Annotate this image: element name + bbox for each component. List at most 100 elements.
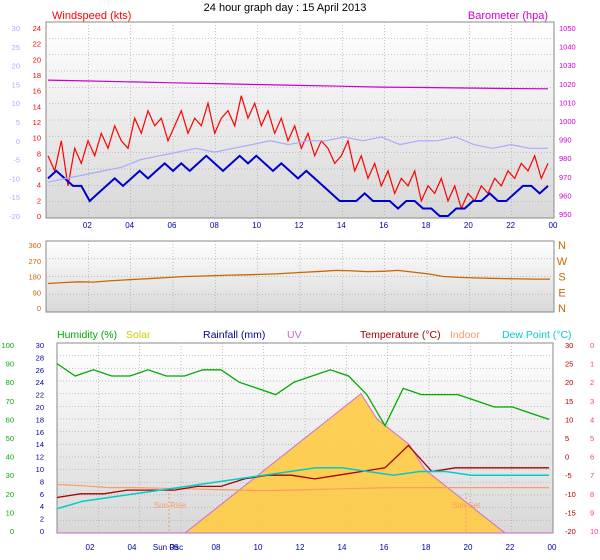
- wind-y-tick-label: 22: [33, 40, 41, 49]
- rain-y-tick-label: 4: [40, 502, 44, 511]
- uv-y-tick-label: 7: [590, 471, 594, 480]
- rain-y-tick-label: 0: [40, 527, 44, 536]
- wind-x-tick-label: 20: [464, 221, 473, 230]
- temp-outer-y-tick-label: 25: [12, 43, 20, 52]
- temp-outer-y-tick-label: -5: [13, 156, 20, 165]
- winddir-y-tick-label: 360: [28, 241, 41, 250]
- dewpoint-series: [56, 467, 549, 510]
- temp-right-y-tick-label: -20: [565, 527, 576, 536]
- wind-y-tick-label: 6: [37, 165, 41, 174]
- temp-outer-y-tick-label: 15: [12, 80, 20, 89]
- temp-legend-label: Rainfall (mm): [203, 329, 265, 341]
- wind-x-tick-label: 02: [83, 221, 92, 230]
- rain-y-tick-label: 12: [36, 453, 44, 462]
- wind-y-tick-label: 12: [33, 118, 41, 127]
- temp-outer-y-tick-label: -15: [9, 193, 20, 202]
- rain-y-tick-label: 24: [36, 378, 44, 387]
- wind-y-tick-label: 18: [33, 71, 41, 80]
- temp-legend-label: Solar: [126, 329, 151, 341]
- wind-x-tick-label: 14: [337, 221, 346, 230]
- chart-title: 24 hour graph day : 15 April 2013: [204, 2, 367, 14]
- wind-avg-series: [47, 154, 549, 217]
- temp-legend-label: Temperature (°C): [360, 329, 441, 341]
- temp-right-y-tick-label: 25: [565, 360, 573, 369]
- wind-x-tick-label: 00: [549, 221, 558, 230]
- temp-outer-y-tick-label: 5: [16, 118, 20, 127]
- winddir-compass-label: N: [558, 303, 566, 315]
- uv-y-tick-label: 0: [590, 341, 594, 350]
- temp-legend-label: Dew Point (°C): [502, 329, 572, 341]
- uv-y-tick-label: 6: [590, 453, 594, 462]
- temp-outer-y-tick-label: 20: [12, 62, 20, 71]
- baro-y-tick-label: 1050: [559, 24, 576, 33]
- temp-x-tick-label: 12: [296, 543, 305, 552]
- temp-outer-y-tick-label: -20: [9, 212, 20, 221]
- baro-y-tick-label: 1010: [559, 98, 576, 107]
- sunrise-label: Sun Rise: [154, 501, 187, 510]
- uv-y-tick-label: 9: [590, 508, 594, 517]
- baro-y-tick-label: 970: [559, 173, 572, 182]
- wind-y-tick-label: 20: [33, 55, 41, 64]
- baro-y-tick-label: 980: [559, 154, 572, 163]
- temp-right-y-tick-label: 15: [565, 397, 573, 406]
- wind-panel-bg: [45, 21, 555, 219]
- temp-outer-y-tick-label: 10: [12, 99, 20, 108]
- temp-right-y-tick-label: -10: [565, 490, 576, 499]
- temp-outer-y-tick-label: 30: [12, 24, 20, 33]
- wind-x-tick-label: 04: [125, 221, 134, 230]
- wind-y-tick-label: 0: [37, 212, 41, 221]
- humidity-y-tick-label: 100: [1, 341, 14, 350]
- humidity-y-tick-label: 70: [6, 397, 14, 406]
- temp-legend-label: UV: [287, 329, 302, 341]
- outer-temp-series: [47, 136, 548, 183]
- humidity-y-tick-label: 80: [6, 378, 14, 387]
- temp-right-y-tick-label: 30: [565, 341, 573, 350]
- wind-x-tick-label: 10: [252, 221, 261, 230]
- winddir-series: [47, 269, 550, 285]
- temp-right-y-tick-label: 20: [565, 378, 573, 387]
- wind-x-tick-label: 16: [379, 221, 388, 230]
- temp-x-tick-label: 14: [338, 543, 347, 552]
- wind-x-tick-label: 08: [210, 221, 219, 230]
- humidity-y-tick-label: 60: [6, 415, 14, 424]
- wind-y-tick-label: 8: [37, 149, 41, 158]
- solar-area: [57, 392, 553, 534]
- humidity-y-tick-label: 0: [10, 527, 14, 536]
- barometer-series: [47, 79, 549, 90]
- windspeed-series: [47, 95, 549, 211]
- wind-x-tick-label: 12: [295, 221, 304, 230]
- uv-y-tick-label: 3: [590, 397, 594, 406]
- rain-y-tick-label: 30: [36, 341, 44, 350]
- baro-y-tick-label: 1020: [559, 80, 576, 89]
- temp-x-tick-label: 18: [422, 543, 431, 552]
- wind-x-tick-label: 22: [506, 221, 515, 230]
- winddir-y-tick-label: 0: [37, 304, 41, 313]
- temp-x-tick-label: 16: [380, 543, 389, 552]
- winddir-compass-label: E: [558, 287, 565, 299]
- rain-y-tick-label: 22: [36, 391, 44, 400]
- winddir-y-tick-label: 90: [33, 288, 41, 297]
- temp-outer-y-tick-label: 0: [16, 137, 20, 146]
- temperature-series: [56, 444, 549, 499]
- rain-y-tick-label: 18: [36, 415, 44, 424]
- temp-right-y-tick-label: -15: [565, 508, 576, 517]
- wind-x-tick-label: 18: [422, 221, 431, 230]
- temp-legend-label: Humidity (%): [57, 329, 117, 341]
- uv-y-tick-label: 4: [590, 415, 594, 424]
- temp-x-tick-label: 06: [170, 543, 179, 552]
- wind-legend-label: Windspeed (kts): [52, 10, 131, 22]
- baro-y-tick-label: 1030: [559, 61, 576, 70]
- rain-y-tick-label: 20: [36, 403, 44, 412]
- temp-outer-y-tick-label: -10: [9, 174, 20, 183]
- temp-right-y-tick-label: -5: [565, 471, 572, 480]
- humidity-y-tick-label: 50: [6, 434, 14, 443]
- temp-right-y-tick-label: 0: [565, 453, 569, 462]
- uv-y-tick-label: 10: [590, 527, 598, 536]
- humidity-y-tick-label: 90: [6, 360, 14, 369]
- winddir-compass-label: N: [558, 240, 566, 252]
- winddir-y-tick-label: 180: [28, 273, 41, 282]
- temp-legend-label: Indoor: [450, 329, 480, 341]
- baro-y-tick-label: 1000: [559, 117, 576, 126]
